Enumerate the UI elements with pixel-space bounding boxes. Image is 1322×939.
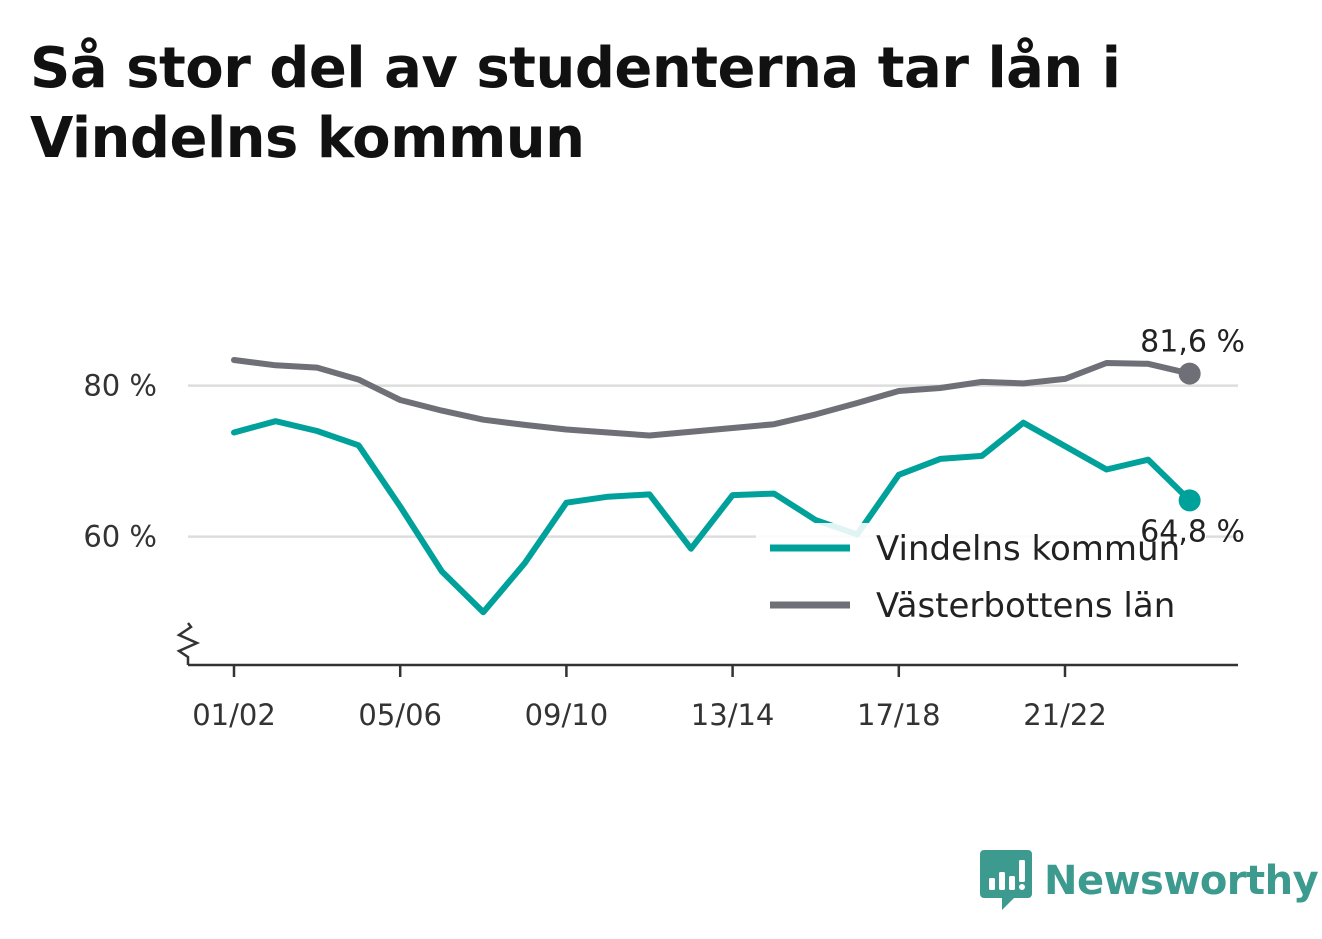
x-tick-label: 17/18 — [857, 698, 941, 732]
legend-background — [756, 523, 1206, 633]
legend-entry-label: Vindelns kommun — [876, 529, 1180, 569]
end-point-marker — [1178, 489, 1201, 512]
y-axis-break-icon — [176, 622, 201, 665]
end-value-label: 81,6 % — [1140, 325, 1245, 360]
end-value-label: 64,8 % — [1140, 514, 1245, 549]
y-axis-ticks: 60 % 80 % — [83, 369, 157, 554]
x-tick-label: 05/06 — [358, 698, 442, 732]
brand-name: Newsworthy — [1044, 858, 1319, 904]
series-lines — [231, 357, 1193, 616]
end-point-marker — [1178, 362, 1201, 385]
y-tick-label: 60 % — [83, 520, 157, 554]
x-tick-label: 01/02 — [192, 698, 276, 732]
x-tick-label: 13/14 — [691, 698, 775, 732]
end-labels: 64,8 % 81,6 % — [1140, 325, 1245, 550]
series-line-vindelns-kommun — [231, 418, 1193, 616]
axes — [176, 622, 1238, 667]
legend-entry-label: Västerbottens län — [876, 586, 1175, 626]
series-line-vasterbottens-lan — [231, 357, 1193, 439]
grid-lines — [188, 384, 1238, 538]
brand-logo: Newsworthy — [980, 850, 1319, 912]
newsworthy-logo-icon — [980, 850, 1032, 910]
y-tick-label: 80 % — [83, 369, 157, 403]
chart-title: Så stor del av studenterna tar lån i Vin… — [30, 36, 1121, 171]
x-tick-label: 21/22 — [1023, 698, 1107, 732]
x-axis-ticks: 01/02 05/06 09/10 13/14 17/18 21/22 — [192, 665, 1107, 732]
x-tick-label: 09/10 — [525, 698, 609, 732]
legend: Vindelns kommun Västerbottens län — [756, 523, 1206, 633]
